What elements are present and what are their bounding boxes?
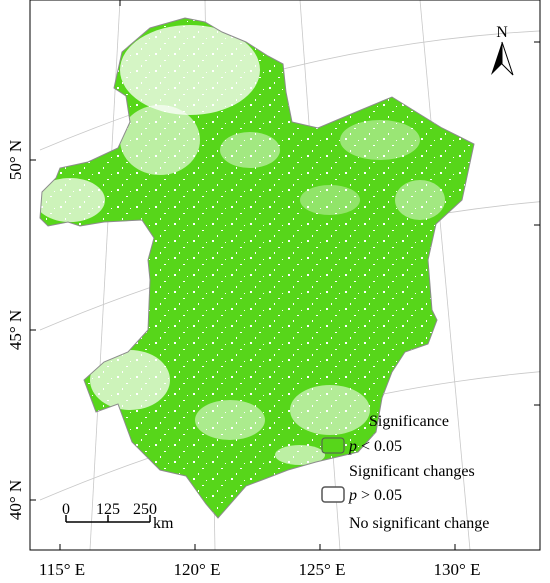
scale-tick-125: 125 [96,501,120,518]
legend-item-significant-condition: p < 0.05 [348,438,402,455]
legend-item-nonsignificant-condition: p > 0.05 [348,487,402,504]
lon-label-130: 130° E [434,560,481,579]
legend-item-significant-description: Significant changes [349,463,475,480]
scale-tick-250: 250 [133,501,157,518]
map-frame [29,0,541,551]
lat-label-50: 50° N [6,140,25,180]
legend-item-nonsignificant-symbol: p [348,487,357,504]
graticule-line [39,30,540,151]
north-arrow-label: N [496,24,508,41]
legend-title: Significance [369,413,449,430]
legend-item-nonsignificant-description: No significant change [349,515,489,532]
legend-swatch-nonsignificant [321,486,345,503]
legend-item-nonsignificant-value: > 0.05 [357,487,402,504]
lat-label-40: 40° N [6,480,25,520]
lon-label-120: 120° E [174,560,221,579]
scale-bar: 0 125 250 km [62,501,174,532]
scale-tick-0: 0 [62,501,70,518]
graticule-line [89,0,121,550]
scale-unit: km [153,515,174,532]
graticule-line [419,0,471,550]
lon-label-115: 115° E [39,560,85,579]
region-boundary [39,17,475,519]
lat-label-45: 45° N [6,310,25,350]
legend-item-significant-symbol: p [348,438,357,455]
legend-item-significant-value: < 0.05 [357,438,402,455]
frame-ticks [30,0,540,550]
legend-swatch-significant [321,437,345,454]
north-arrow-icon: N [491,24,514,76]
legend: Significance p < 0.05 Significant change… [321,413,489,532]
lon-label-125: 125° E [299,560,346,579]
